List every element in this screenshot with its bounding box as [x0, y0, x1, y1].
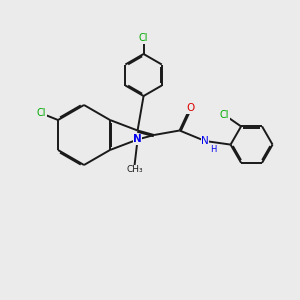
Text: Cl: Cl — [139, 33, 148, 43]
Text: Cl: Cl — [37, 108, 46, 118]
Text: CH₃: CH₃ — [126, 165, 143, 174]
Text: N: N — [133, 134, 142, 145]
Text: Cl: Cl — [220, 110, 229, 120]
Text: H: H — [210, 145, 217, 154]
Text: O: O — [186, 103, 194, 113]
Text: N: N — [201, 136, 209, 146]
